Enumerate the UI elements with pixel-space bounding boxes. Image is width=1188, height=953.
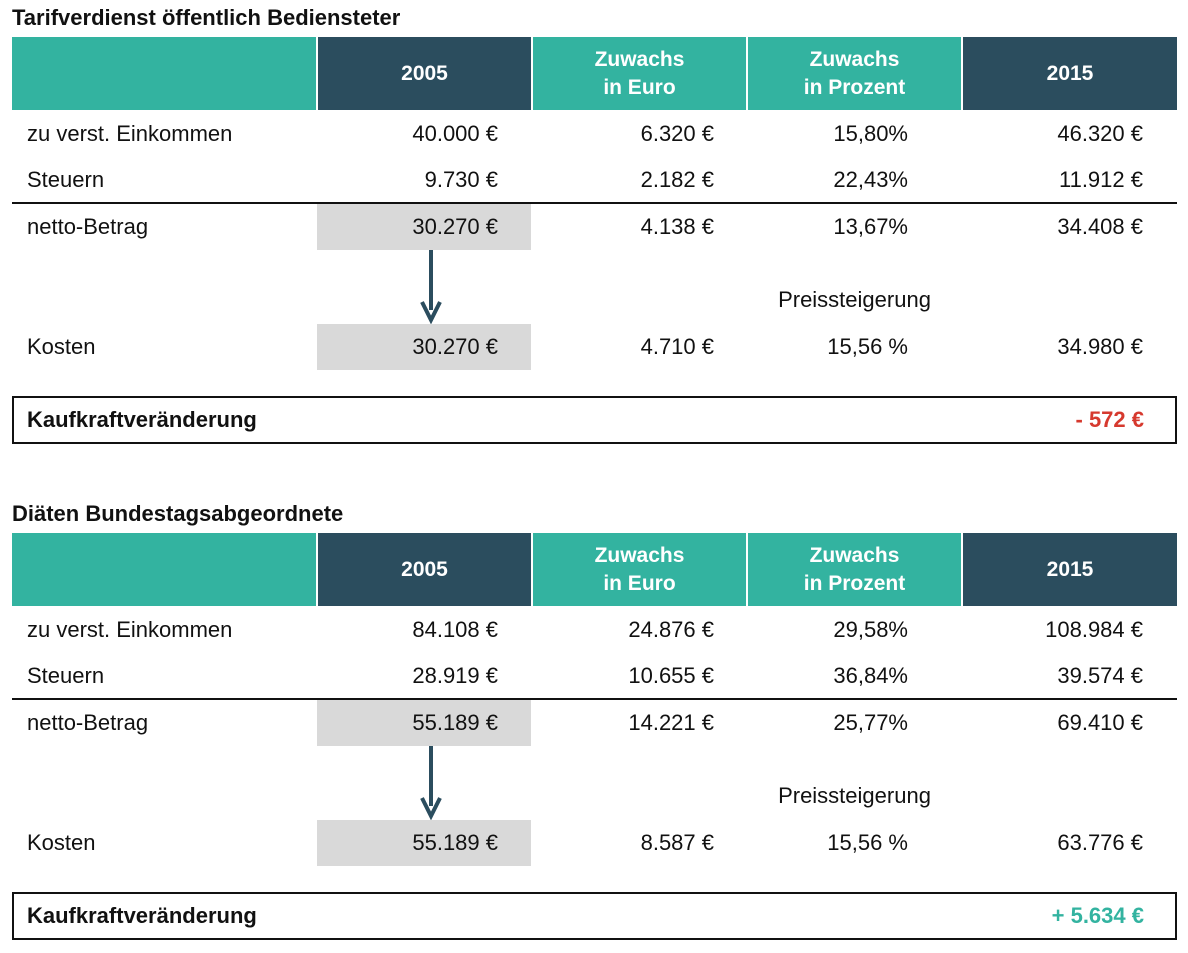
value-zuwachs-euro: 2.182 €	[640, 167, 714, 192]
header-blank	[12, 533, 316, 606]
value-2005: 55.189 €	[412, 830, 498, 855]
row-label: netto-Betrag	[27, 710, 149, 735]
kaufkraft-box: Kaufkraftveränderung + 5.634 €	[12, 892, 1177, 940]
kaufkraft-label: Kaufkraftveränderung	[27, 407, 257, 432]
row-label: zu verst. Einkommen	[27, 121, 233, 146]
value-2015: 69.410 €	[1057, 710, 1143, 735]
value-2005: 28.919 €	[412, 663, 498, 688]
arrow-down-icon	[420, 250, 442, 324]
value-zuwachs-prozent: 22,43%	[833, 167, 908, 192]
value-2005: 30.270 €	[412, 214, 498, 239]
value-2015: 11.912 €	[1058, 167, 1143, 192]
header-2015: 2015	[963, 37, 1177, 110]
value-2015: 108.984 €	[1045, 617, 1143, 642]
kaufkraft-box: Kaufkraftveränderung - 572 €	[12, 396, 1177, 444]
row-label: Kosten	[27, 334, 96, 359]
kosten-row: Kosten 30.270 € 4.710 € 15,56 % 34.980 €	[0, 325, 1188, 369]
value-zuwachs-euro: 24.876 €	[628, 617, 714, 642]
row-label: Steuern	[27, 663, 105, 688]
header-2015: 2015	[963, 533, 1177, 606]
table-header: 2005 Zuwachs in Euro Zuwachs in Prozent …	[12, 533, 1177, 606]
header-zuwachs-euro: Zuwachs in Euro	[533, 533, 746, 606]
value-zuwachs-prozent: 25,77%	[833, 710, 908, 735]
kosten-row: Kosten 55.189 € 8.587 € 15,56 % 63.776 €	[0, 821, 1188, 865]
value-2015: 34.980 €	[1057, 334, 1143, 359]
kaufkraft-value: - 572 €	[1075, 407, 1145, 432]
preissteigerung-label: Preissteigerung	[778, 783, 931, 808]
highlight-cell	[317, 700, 531, 746]
value-2005: 40.000 €	[412, 121, 498, 146]
highlight-cell	[317, 820, 531, 866]
value-zuwachs-prozent: 15,56 %	[827, 830, 908, 855]
value-zuwachs-prozent: 13,67%	[833, 214, 908, 239]
row-label: Steuern	[27, 167, 105, 192]
value-2005: 30.270 €	[412, 334, 498, 359]
table-row: Steuern 28.919 € 10.655 € 36,84% 39.574 …	[0, 654, 1188, 698]
table-row: netto-Betrag 55.189 € 14.221 € 25,77% 69…	[0, 701, 1188, 745]
header-2005: 2005	[318, 533, 531, 606]
section-title: Diäten Bundestagsabgeordnete	[12, 501, 344, 526]
value-zuwachs-euro: 4.138 €	[640, 214, 714, 239]
preissteigerung-label: Preissteigerung	[778, 287, 931, 312]
value-zuwachs-euro: 8.587 €	[640, 830, 714, 855]
row-label: zu verst. Einkommen	[27, 617, 233, 642]
header-blank	[12, 37, 316, 110]
row-label: Kosten	[27, 830, 96, 855]
value-zuwachs-prozent: 15,56 %	[827, 334, 908, 359]
header-zuwachs-euro: Zuwachs in Euro	[533, 37, 746, 110]
value-zuwachs-euro: 4.710 €	[640, 334, 714, 359]
value-zuwachs-prozent: 15,80%	[833, 121, 908, 146]
value-2005: 84.108 €	[412, 617, 498, 642]
table-row: zu verst. Einkommen 84.108 € 24.876 € 29…	[0, 608, 1188, 652]
table-header: 2005 Zuwachs in Euro Zuwachs in Prozent …	[12, 37, 1177, 110]
value-2005: 55.189 €	[412, 710, 498, 735]
value-zuwachs-euro: 14.221 €	[628, 710, 714, 735]
row-label: netto-Betrag	[27, 214, 149, 239]
section-diaeten: Diäten Bundestagsabgeordnete 2005 Zuwach…	[0, 496, 1188, 953]
table-row: netto-Betrag 30.270 € 4.138 € 13,67% 34.…	[0, 205, 1188, 249]
arrow-down-icon	[420, 746, 442, 820]
header-2005: 2005	[318, 37, 531, 110]
value-zuwachs-euro: 10.655 €	[628, 663, 714, 688]
section-tarifverdienst: Tarifverdienst öffentlich Bediensteter 2…	[0, 0, 1188, 450]
value-2015: 46.320 €	[1057, 121, 1143, 146]
value-zuwachs-prozent: 29,58%	[833, 617, 908, 642]
kaufkraft-value: + 5.634 €	[1051, 903, 1144, 928]
header-zuwachs-prozent: Zuwachs in Prozent	[748, 37, 961, 110]
divider	[12, 698, 1177, 700]
divider	[12, 202, 1177, 204]
highlight-cell	[317, 324, 531, 370]
value-2015: 34.408 €	[1057, 214, 1143, 239]
value-2005: 9.730 €	[424, 167, 498, 192]
kaufkraft-label: Kaufkraftveränderung	[27, 903, 257, 928]
table-row: Steuern 9.730 € 2.182 € 22,43% 11.912 €	[0, 158, 1188, 202]
value-zuwachs-euro: 6.320 €	[640, 121, 714, 146]
header-zuwachs-prozent: Zuwachs in Prozent	[748, 533, 961, 606]
section-title: Tarifverdienst öffentlich Bediensteter	[12, 5, 401, 30]
value-zuwachs-prozent: 36,84%	[833, 663, 908, 688]
table-row: zu verst. Einkommen 40.000 € 6.320 € 15,…	[0, 112, 1188, 156]
highlight-cell	[317, 204, 531, 250]
value-2015: 39.574 €	[1057, 663, 1143, 688]
value-2015: 63.776 €	[1057, 830, 1143, 855]
